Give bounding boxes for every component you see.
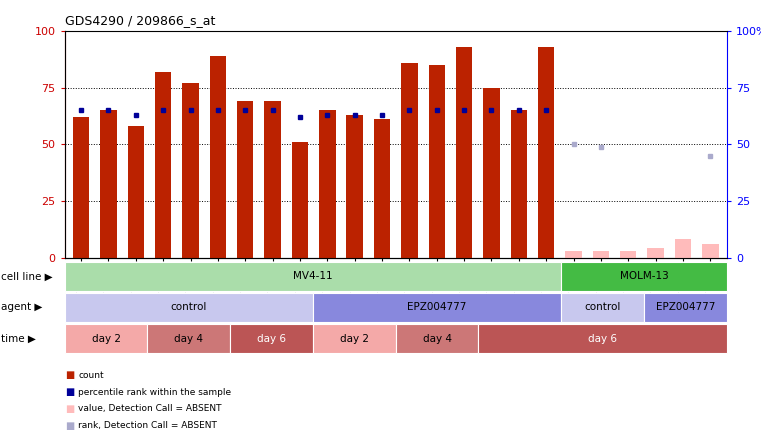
- Text: value, Detection Call = ABSENT: value, Detection Call = ABSENT: [78, 404, 222, 413]
- Text: EPZ004777: EPZ004777: [407, 302, 466, 313]
- Bar: [565, 251, 581, 258]
- Bar: [675, 239, 691, 258]
- Bar: [65, 262, 561, 291]
- Text: GDS4290 / 209866_s_at: GDS4290 / 209866_s_at: [65, 14, 215, 27]
- Bar: [483, 88, 500, 258]
- Text: day 4: day 4: [174, 333, 203, 344]
- Bar: [561, 293, 644, 322]
- Bar: [346, 115, 363, 258]
- Text: ■: ■: [65, 404, 74, 414]
- Text: ■: ■: [65, 370, 74, 380]
- Text: percentile rank within the sample: percentile rank within the sample: [78, 388, 231, 396]
- Bar: [148, 324, 230, 353]
- Bar: [65, 293, 313, 322]
- Bar: [155, 72, 171, 258]
- Bar: [479, 324, 727, 353]
- Bar: [183, 83, 199, 258]
- Bar: [313, 293, 561, 322]
- Text: day 6: day 6: [257, 333, 286, 344]
- Bar: [428, 65, 445, 258]
- Bar: [396, 324, 479, 353]
- Text: time ▶: time ▶: [1, 333, 36, 344]
- Bar: [561, 262, 727, 291]
- Bar: [237, 101, 253, 258]
- Bar: [291, 142, 308, 258]
- Bar: [401, 63, 418, 258]
- Text: ■: ■: [65, 387, 74, 397]
- Bar: [313, 324, 396, 353]
- Bar: [456, 47, 473, 258]
- Text: agent ▶: agent ▶: [1, 302, 42, 313]
- Text: cell line ▶: cell line ▶: [1, 271, 53, 281]
- Text: MV4-11: MV4-11: [293, 271, 333, 281]
- Text: day 2: day 2: [340, 333, 369, 344]
- Bar: [230, 324, 313, 353]
- Bar: [210, 56, 226, 258]
- Bar: [65, 324, 148, 353]
- Text: day 6: day 6: [588, 333, 617, 344]
- Text: count: count: [78, 371, 104, 380]
- Bar: [620, 251, 636, 258]
- Text: ■: ■: [65, 421, 74, 431]
- Bar: [511, 111, 527, 258]
- Bar: [593, 251, 609, 258]
- Bar: [264, 101, 281, 258]
- Text: EPZ004777: EPZ004777: [656, 302, 715, 313]
- Text: control: control: [170, 302, 207, 313]
- Bar: [702, 244, 718, 258]
- Bar: [644, 293, 727, 322]
- Bar: [73, 117, 89, 258]
- Bar: [100, 111, 116, 258]
- Text: day 4: day 4: [422, 333, 451, 344]
- Bar: [319, 111, 336, 258]
- Bar: [128, 126, 144, 258]
- Bar: [538, 47, 555, 258]
- Text: day 2: day 2: [91, 333, 120, 344]
- Bar: [374, 119, 390, 258]
- Text: rank, Detection Call = ABSENT: rank, Detection Call = ABSENT: [78, 421, 217, 430]
- Text: MOLM-13: MOLM-13: [619, 271, 668, 281]
- Bar: [648, 249, 664, 258]
- Text: control: control: [584, 302, 621, 313]
